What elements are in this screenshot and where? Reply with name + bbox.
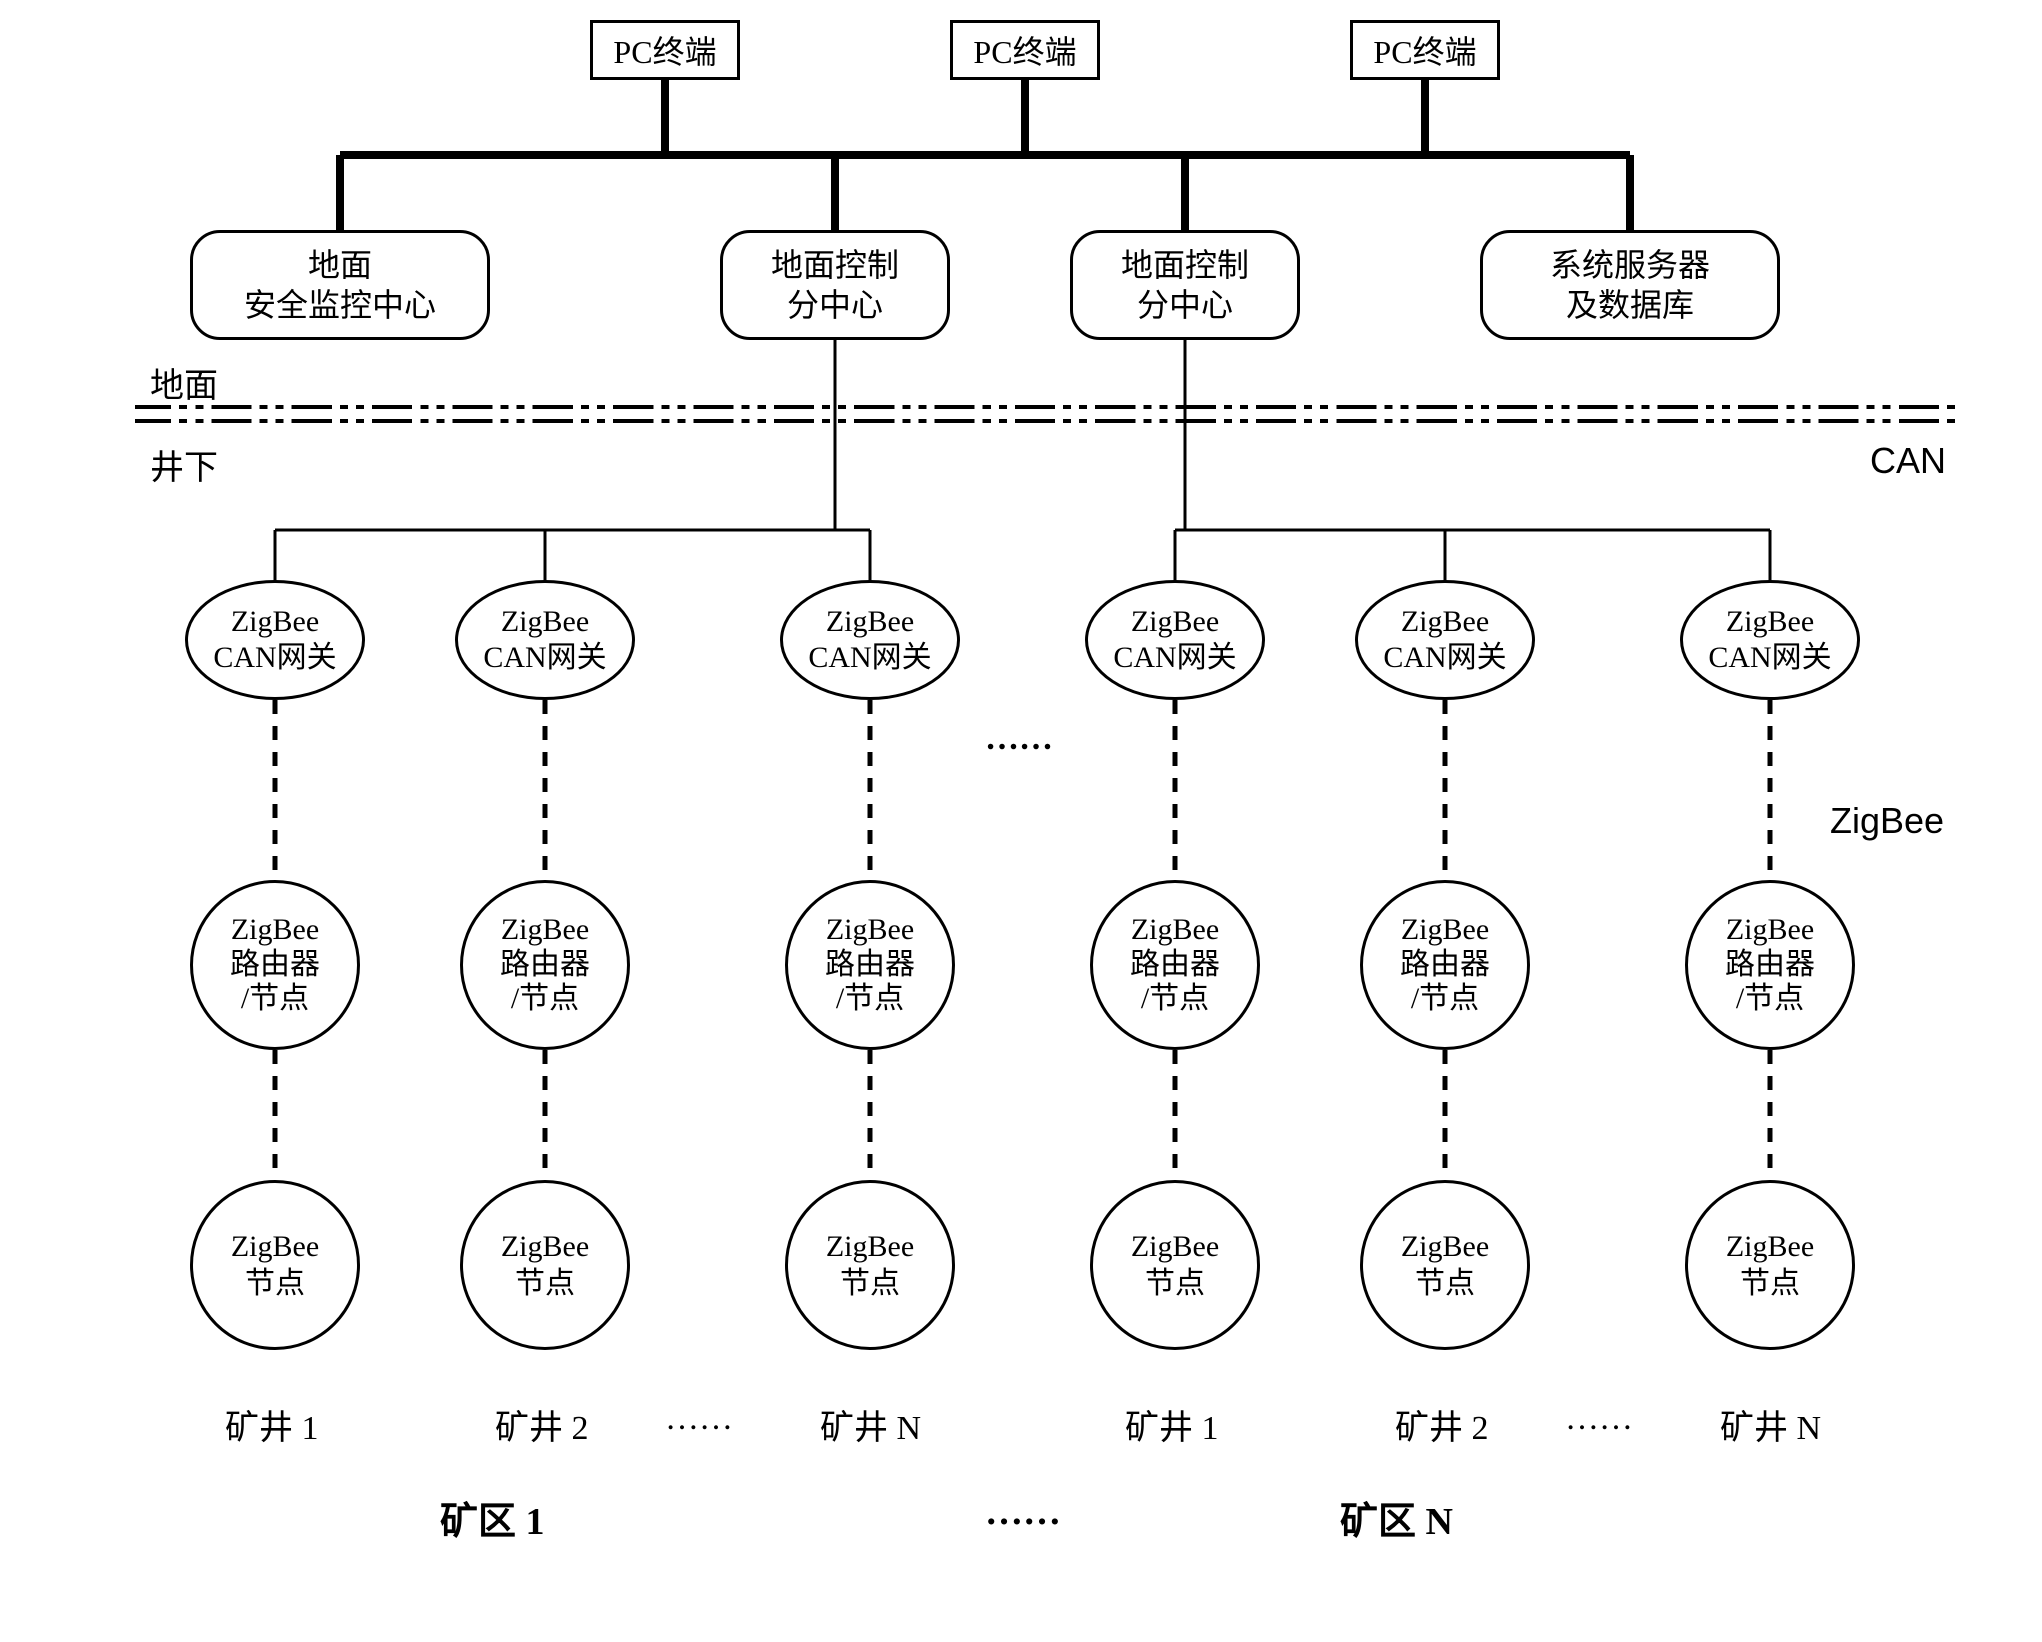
zigbee-can-gateway: ZigBee CAN网关	[1355, 580, 1535, 700]
zigbee-can-gateway: ZigBee CAN网关	[185, 580, 365, 700]
router-line2: 路由器	[230, 948, 320, 981]
zigbee-can-gateway: ZigBee CAN网关	[1085, 580, 1265, 700]
mine-label: 矿井 2	[1395, 1400, 1489, 1449]
ellipsis-dots: ……	[665, 1400, 733, 1438]
label-can-bus: CAN	[1870, 440, 1946, 482]
zigbee-router-node: ZigBee 路由器 /节点	[785, 880, 955, 1050]
node-label-line2: 分中心	[787, 287, 883, 323]
mine-label: 矿井 N	[1720, 1400, 1821, 1449]
zigbee-leaf-node: ZigBee 节点	[1360, 1180, 1530, 1350]
mine-label: 矿井 1	[1125, 1400, 1219, 1449]
zigbee-can-gateway: ZigBee CAN网关	[1680, 580, 1860, 700]
mine-label: 矿井 N	[820, 1400, 921, 1449]
leaf-line1: ZigBee	[231, 1230, 319, 1263]
node-label-line1: 地面	[308, 247, 372, 283]
zigbee-router-node: ZigBee 路由器 /节点	[190, 880, 360, 1050]
label-zigbee-side: ZigBee	[1830, 800, 1944, 842]
zigbee-router-node: ZigBee 路由器 /节点	[1685, 880, 1855, 1050]
zigbee-can-gateway: ZigBee CAN网关	[455, 580, 635, 700]
ground-monitor-center: 地面 安全监控中心	[190, 230, 490, 340]
label-above-ground: 地面	[150, 358, 218, 407]
ellipsis-dots: ……	[1565, 1400, 1633, 1438]
zigbee-leaf-node: ZigBee 节点	[460, 1180, 630, 1350]
mine-label: 矿井 1	[225, 1400, 319, 1449]
router-line3: /节点	[241, 982, 309, 1015]
gateway-line2: CAN网关	[213, 641, 336, 674]
node-label-line1: 系统服务器	[1550, 247, 1710, 283]
pc-terminal-3: PC终端	[1350, 20, 1500, 80]
gateway-line1: ZigBee	[231, 605, 319, 638]
region-label: 矿区 1	[440, 1490, 545, 1545]
zigbee-router-node: ZigBee 路由器 /节点	[1360, 880, 1530, 1050]
zigbee-router-node: ZigBee 路由器 /节点	[460, 880, 630, 1050]
system-server-db: 系统服务器 及数据库	[1480, 230, 1780, 340]
leaf-line2: 节点	[245, 1267, 305, 1300]
pc-terminal-1: PC终端	[590, 20, 740, 80]
pc-terminal-label: PC终端	[1373, 27, 1476, 73]
node-label-line2: 及数据库	[1566, 287, 1694, 323]
region-label: 矿区 N	[1340, 1490, 1453, 1545]
zigbee-leaf-node: ZigBee 节点	[1685, 1180, 1855, 1350]
node-label-line2: 分中心	[1137, 287, 1233, 323]
zigbee-leaf-node: ZigBee 节点	[785, 1180, 955, 1350]
zigbee-leaf-node: ZigBee 节点	[190, 1180, 360, 1350]
zigbee-can-gateway: ZigBee CAN网关	[780, 580, 960, 700]
zigbee-router-node: ZigBee 路由器 /节点	[1090, 880, 1260, 1050]
mine-label: 矿井 2	[495, 1400, 589, 1449]
node-label-line1: 地面控制	[771, 247, 899, 283]
pc-terminal-label: PC终端	[613, 27, 716, 73]
zigbee-leaf-node: ZigBee 节点	[1090, 1180, 1260, 1350]
label-below-ground: 井下	[150, 440, 218, 489]
pc-terminal-2: PC终端	[950, 20, 1100, 80]
network-diagram: 地面 井下 CAN ZigBee PC终端 PC终端 PC终端 地面 安全监控中…	[0, 0, 2042, 1642]
ellipsis-dots: ……	[985, 1490, 1061, 1534]
router-line1: ZigBee	[231, 913, 319, 946]
ground-subcenter-1: 地面控制 分中心	[720, 230, 950, 340]
node-label-line2: 安全监控中心	[244, 287, 436, 323]
ground-subcenter-2: 地面控制 分中心	[1070, 230, 1300, 340]
node-label-line1: 地面控制	[1121, 247, 1249, 283]
pc-terminal-label: PC终端	[973, 27, 1076, 73]
ellipsis-dots: ……	[985, 720, 1053, 758]
